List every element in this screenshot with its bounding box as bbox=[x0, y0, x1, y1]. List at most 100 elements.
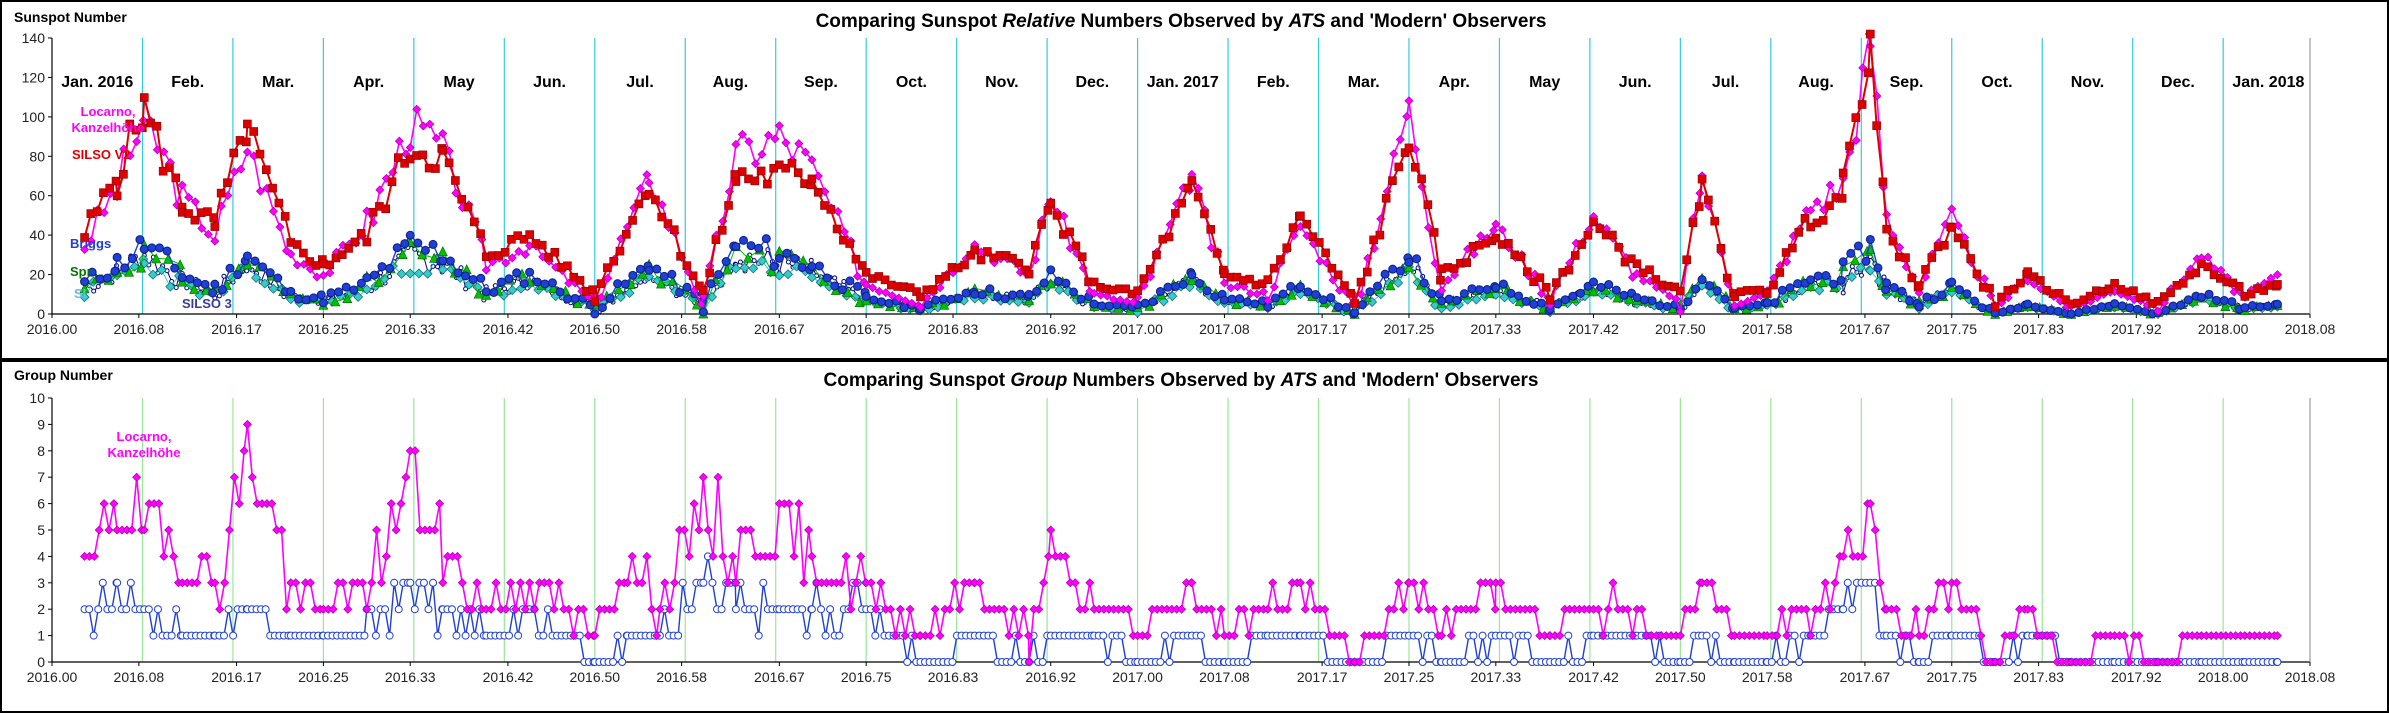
locarno-group-point bbox=[1865, 499, 1875, 509]
briggs-point bbox=[1691, 284, 1701, 294]
locarno-group-point bbox=[99, 499, 109, 509]
locarno-group-point bbox=[866, 578, 876, 588]
briggs-point bbox=[127, 254, 137, 264]
briggs-point bbox=[2183, 295, 2193, 305]
briggs-point bbox=[1235, 294, 1245, 304]
silso-point bbox=[1043, 206, 1053, 215]
locarno-group-point bbox=[1838, 551, 1848, 561]
briggs-point bbox=[2053, 306, 2063, 316]
ats-group-point bbox=[2013, 658, 2022, 666]
locarno-group-point bbox=[1080, 604, 1090, 614]
silso-point bbox=[325, 260, 334, 270]
locarno-point bbox=[603, 273, 613, 283]
briggs-point bbox=[120, 263, 130, 273]
briggs-point bbox=[1785, 283, 1795, 293]
silso-point bbox=[651, 195, 660, 205]
x-tick-label: 2016.42 bbox=[483, 669, 534, 685]
briggs-point bbox=[761, 234, 771, 244]
ats-point bbox=[1849, 263, 1855, 269]
briggs-point bbox=[1720, 294, 1730, 304]
locarno-group-point bbox=[1009, 604, 1019, 614]
locarno-group-point bbox=[652, 631, 662, 641]
ats-group-point bbox=[452, 631, 461, 640]
locarno-point bbox=[642, 170, 652, 180]
green-point bbox=[1403, 261, 1414, 272]
month-label: Oct. bbox=[1981, 74, 2012, 91]
silso-point bbox=[603, 263, 612, 272]
silso-point bbox=[1200, 209, 1209, 219]
locarno-point bbox=[1947, 204, 1957, 214]
ats-group-point bbox=[360, 631, 369, 640]
briggs-point bbox=[1140, 298, 1150, 308]
locarno-point bbox=[1450, 270, 1460, 280]
briggs-point bbox=[754, 243, 764, 253]
silso-point bbox=[861, 268, 871, 277]
y-tick-label: 140 bbox=[22, 30, 46, 46]
cyan-point bbox=[1846, 272, 1857, 282]
locarno-group-point bbox=[1419, 578, 1429, 588]
locarno-group-point bbox=[1919, 631, 1929, 641]
briggs-point bbox=[242, 251, 252, 261]
silso-point bbox=[983, 247, 992, 256]
cyan-point bbox=[379, 273, 390, 284]
locarno-point bbox=[438, 129, 448, 139]
month-label: Jan. 2016 bbox=[61, 74, 133, 91]
silso-point bbox=[1837, 194, 1847, 203]
locarno-group-point bbox=[452, 551, 462, 561]
briggs-point bbox=[845, 276, 855, 286]
ats-group-point bbox=[903, 658, 912, 666]
silso-point bbox=[451, 176, 460, 185]
briggs-point bbox=[2255, 302, 2265, 312]
silso-point bbox=[2129, 286, 2138, 295]
silso-point bbox=[92, 207, 102, 216]
cyan-point bbox=[748, 263, 759, 274]
silso-point bbox=[1394, 162, 1404, 172]
briggs-point bbox=[273, 273, 283, 283]
green-point bbox=[1850, 254, 1861, 265]
green-point bbox=[1385, 280, 1396, 291]
locarno-point bbox=[763, 130, 773, 140]
green-point bbox=[342, 293, 353, 304]
cyan-point bbox=[739, 262, 750, 273]
briggs-point bbox=[869, 295, 879, 305]
ats-point bbox=[501, 286, 507, 292]
briggs-point bbox=[782, 248, 792, 258]
silso-point bbox=[1356, 277, 1366, 287]
briggs-point bbox=[2176, 300, 2186, 310]
briggs-point bbox=[547, 278, 557, 288]
locarno-group-point bbox=[410, 446, 420, 456]
silso-point bbox=[1730, 292, 1739, 302]
y-tick-label: 0 bbox=[37, 306, 45, 322]
x-tick-label: 2016.67 bbox=[754, 669, 805, 685]
locarno-point bbox=[418, 121, 428, 131]
silso-point bbox=[1694, 202, 1704, 211]
x-tick-label: 2017.75 bbox=[1926, 321, 1977, 337]
silso-point bbox=[644, 189, 654, 199]
locarno-group-point bbox=[637, 578, 647, 588]
ats-point bbox=[832, 275, 838, 281]
briggs-point bbox=[1813, 271, 1823, 281]
ats-point bbox=[95, 283, 101, 289]
briggs-point bbox=[208, 288, 218, 298]
silso-point bbox=[1133, 286, 1142, 296]
silso-point bbox=[1065, 227, 1074, 237]
silso-point bbox=[1645, 265, 1654, 275]
briggs-point bbox=[2074, 307, 2084, 317]
briggs-point bbox=[876, 297, 886, 307]
briggs-point bbox=[938, 294, 948, 304]
locarno-point bbox=[774, 121, 784, 131]
briggs-point bbox=[1303, 287, 1313, 297]
briggs-point bbox=[1712, 286, 1722, 296]
month-label: Jul. bbox=[626, 74, 654, 91]
locarno-point bbox=[1096, 290, 1106, 300]
locarno-group-point bbox=[467, 604, 477, 614]
ats-group-point bbox=[798, 605, 807, 614]
ats-group-point bbox=[708, 578, 717, 587]
x-tick-label: 2017.00 bbox=[1112, 321, 1163, 337]
silso-point bbox=[139, 93, 149, 102]
locarno-point bbox=[132, 137, 142, 147]
silso-point bbox=[171, 173, 181, 183]
locarno-group-point bbox=[689, 499, 699, 509]
briggs-point bbox=[1575, 288, 1585, 298]
